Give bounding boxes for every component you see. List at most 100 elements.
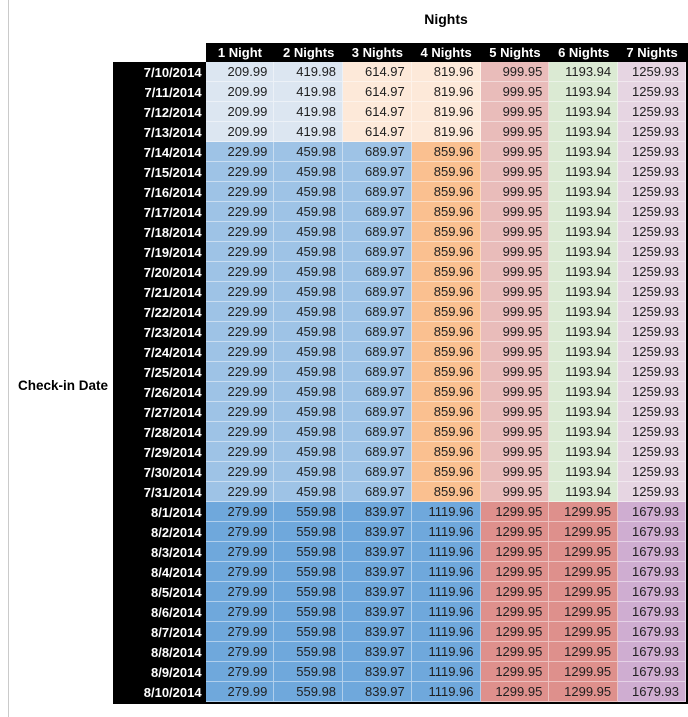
price-cell[interactable]: 1193.94 — [549, 82, 619, 102]
column-header-cell[interactable]: 1 Night — [205, 43, 275, 62]
price-cell[interactable]: 1193.94 — [549, 182, 619, 202]
price-cell[interactable]: 839.97 — [343, 602, 412, 622]
price-cell[interactable]: 859.96 — [411, 462, 481, 482]
price-cell[interactable]: 1299.95 — [549, 522, 619, 542]
price-cell[interactable]: 1259.93 — [618, 462, 686, 482]
checkin-date-cell[interactable]: 7/21/2014 — [113, 282, 206, 302]
price-cell[interactable]: 1299.95 — [549, 622, 619, 642]
price-cell[interactable]: 229.99 — [205, 302, 275, 322]
column-header-cell[interactable]: 4 Nights — [411, 43, 481, 62]
checkin-date-cell[interactable]: 8/7/2014 — [113, 622, 206, 642]
price-cell[interactable]: 999.95 — [480, 142, 550, 162]
price-cell[interactable]: 459.98 — [274, 282, 344, 302]
price-cell[interactable]: 689.97 — [343, 142, 412, 162]
price-cell[interactable]: 999.95 — [480, 282, 550, 302]
price-cell[interactable]: 999.95 — [480, 402, 550, 422]
price-cell[interactable]: 839.97 — [343, 662, 412, 682]
price-cell[interactable]: 859.96 — [411, 342, 481, 362]
price-cell[interactable]: 839.97 — [343, 642, 412, 662]
price-cell[interactable]: 1299.95 — [480, 682, 550, 702]
price-cell[interactable]: 1193.94 — [549, 282, 619, 302]
price-cell[interactable]: 859.96 — [411, 282, 481, 302]
price-cell[interactable]: 229.99 — [205, 442, 275, 462]
price-cell[interactable]: 839.97 — [343, 682, 412, 702]
price-cell[interactable]: 1299.95 — [549, 642, 619, 662]
price-cell[interactable]: 209.99 — [205, 122, 275, 142]
price-cell[interactable]: 1193.94 — [549, 402, 619, 422]
price-cell[interactable]: 1259.93 — [618, 322, 686, 342]
price-cell[interactable]: 689.97 — [343, 242, 412, 262]
price-cell[interactable]: 614.97 — [343, 62, 412, 82]
column-header-cell[interactable]: 5 Nights — [480, 43, 550, 62]
price-cell[interactable]: 229.99 — [205, 282, 275, 302]
price-cell[interactable]: 999.95 — [480, 122, 550, 142]
price-cell[interactable]: 1299.95 — [480, 502, 550, 522]
checkin-date-cell[interactable]: 7/15/2014 — [113, 162, 206, 182]
price-cell[interactable]: 1259.93 — [618, 402, 686, 422]
price-cell[interactable]: 999.95 — [480, 382, 550, 402]
price-cell[interactable]: 1259.93 — [618, 62, 686, 82]
price-cell[interactable]: 459.98 — [274, 182, 344, 202]
checkin-date-cell[interactable]: 7/25/2014 — [113, 362, 206, 382]
price-cell[interactable]: 1299.95 — [480, 662, 550, 682]
price-cell[interactable]: 229.99 — [205, 222, 275, 242]
price-cell[interactable]: 859.96 — [411, 422, 481, 442]
price-cell[interactable]: 559.98 — [274, 542, 344, 562]
price-cell[interactable]: 999.95 — [480, 422, 550, 442]
checkin-date-cell[interactable]: 7/24/2014 — [113, 342, 206, 362]
column-header-cell[interactable]: 7 Nights — [618, 43, 686, 62]
price-cell[interactable]: 229.99 — [205, 202, 275, 222]
checkin-date-cell[interactable]: 7/30/2014 — [113, 462, 206, 482]
column-header-cell[interactable]: 3 Nights — [343, 43, 412, 62]
price-cell[interactable]: 459.98 — [274, 142, 344, 162]
price-cell[interactable]: 1299.95 — [549, 582, 619, 602]
price-cell[interactable]: 1119.96 — [411, 662, 481, 682]
checkin-date-cell[interactable]: 7/31/2014 — [113, 482, 206, 502]
price-cell[interactable]: 559.98 — [274, 662, 344, 682]
price-cell[interactable]: 1299.95 — [549, 502, 619, 522]
price-cell[interactable]: 999.95 — [480, 202, 550, 222]
price-cell[interactable]: 859.96 — [411, 162, 481, 182]
price-cell[interactable]: 1119.96 — [411, 622, 481, 642]
checkin-date-cell[interactable]: 8/6/2014 — [113, 602, 206, 622]
price-cell[interactable]: 229.99 — [205, 142, 275, 162]
price-cell[interactable]: 1193.94 — [549, 162, 619, 182]
price-cell[interactable]: 689.97 — [343, 482, 412, 502]
price-cell[interactable]: 999.95 — [480, 222, 550, 242]
price-cell[interactable]: 859.96 — [411, 382, 481, 402]
checkin-date-cell[interactable]: 7/13/2014 — [113, 122, 206, 142]
checkin-date-cell[interactable]: 7/18/2014 — [113, 222, 206, 242]
price-cell[interactable]: 689.97 — [343, 222, 412, 242]
price-cell[interactable]: 689.97 — [343, 262, 412, 282]
price-cell[interactable]: 279.99 — [205, 502, 275, 522]
price-cell[interactable]: 419.98 — [274, 122, 344, 142]
price-cell[interactable]: 1679.93 — [618, 502, 686, 522]
price-cell[interactable]: 1679.93 — [618, 542, 686, 562]
checkin-date-cell[interactable]: 8/5/2014 — [113, 582, 206, 602]
price-cell[interactable]: 1259.93 — [618, 482, 686, 502]
price-cell[interactable]: 839.97 — [343, 502, 412, 522]
price-cell[interactable]: 229.99 — [205, 162, 275, 182]
price-cell[interactable]: 689.97 — [343, 302, 412, 322]
checkin-date-cell[interactable]: 8/3/2014 — [113, 542, 206, 562]
price-cell[interactable]: 459.98 — [274, 402, 344, 422]
price-cell[interactable]: 999.95 — [480, 62, 550, 82]
price-cell[interactable]: 819.96 — [411, 82, 481, 102]
price-cell[interactable]: 459.98 — [274, 242, 344, 262]
price-cell[interactable]: 999.95 — [480, 102, 550, 122]
price-cell[interactable]: 1193.94 — [549, 342, 619, 362]
price-cell[interactable]: 1679.93 — [618, 662, 686, 682]
price-cell[interactable]: 614.97 — [343, 82, 412, 102]
price-cell[interactable]: 999.95 — [480, 302, 550, 322]
price-cell[interactable]: 229.99 — [205, 342, 275, 362]
price-cell[interactable]: 1259.93 — [618, 242, 686, 262]
price-cell[interactable]: 229.99 — [205, 362, 275, 382]
price-cell[interactable]: 689.97 — [343, 402, 412, 422]
price-cell[interactable]: 999.95 — [480, 442, 550, 462]
price-cell[interactable]: 1193.94 — [549, 102, 619, 122]
price-cell[interactable]: 279.99 — [205, 682, 275, 702]
price-cell[interactable]: 1259.93 — [618, 422, 686, 442]
price-cell[interactable]: 1119.96 — [411, 522, 481, 542]
price-cell[interactable]: 1259.93 — [618, 262, 686, 282]
price-cell[interactable]: 999.95 — [480, 462, 550, 482]
